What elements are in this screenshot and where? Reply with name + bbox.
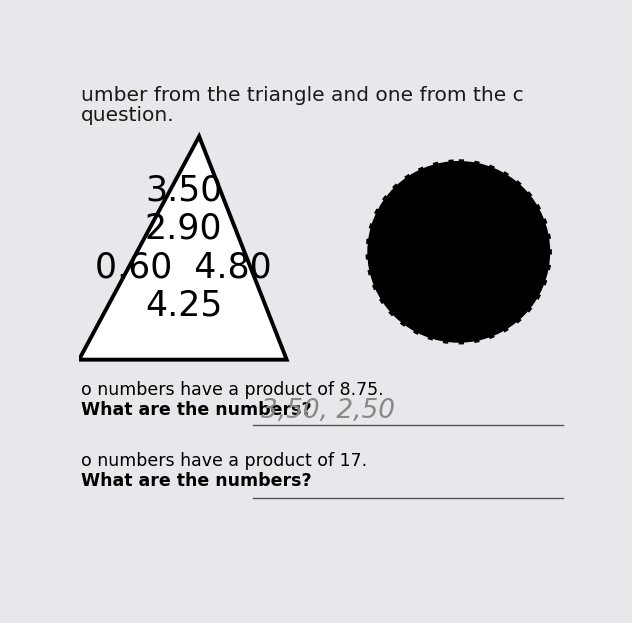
Text: o numbers have a product of 17.: o numbers have a product of 17. (80, 452, 367, 470)
Text: 5.80  4: 5.80 4 (398, 198, 520, 232)
Text: 4.25: 4.25 (145, 289, 222, 323)
Text: What are the numbers?: What are the numbers? (80, 401, 311, 419)
Text: o numbers have a product of 8.75.: o numbers have a product of 8.75. (80, 381, 383, 399)
Circle shape (367, 161, 550, 343)
Text: 3.50: 3.50 (145, 173, 222, 207)
Text: What are the numbers?: What are the numbers? (80, 472, 311, 490)
Text: 2.90: 2.90 (145, 212, 222, 246)
Text: 3.30: 3.30 (420, 272, 497, 306)
Text: 3,50, 2,50: 3,50, 2,50 (261, 398, 395, 424)
Text: 0.60  4.80: 0.60 4.80 (95, 250, 272, 284)
Text: umber from the triangle and one from the c: umber from the triangle and one from the… (80, 85, 523, 105)
Text: 2.50  0.40: 2.50 0.40 (370, 235, 547, 269)
Polygon shape (79, 136, 287, 359)
Text: question.: question. (80, 105, 174, 125)
